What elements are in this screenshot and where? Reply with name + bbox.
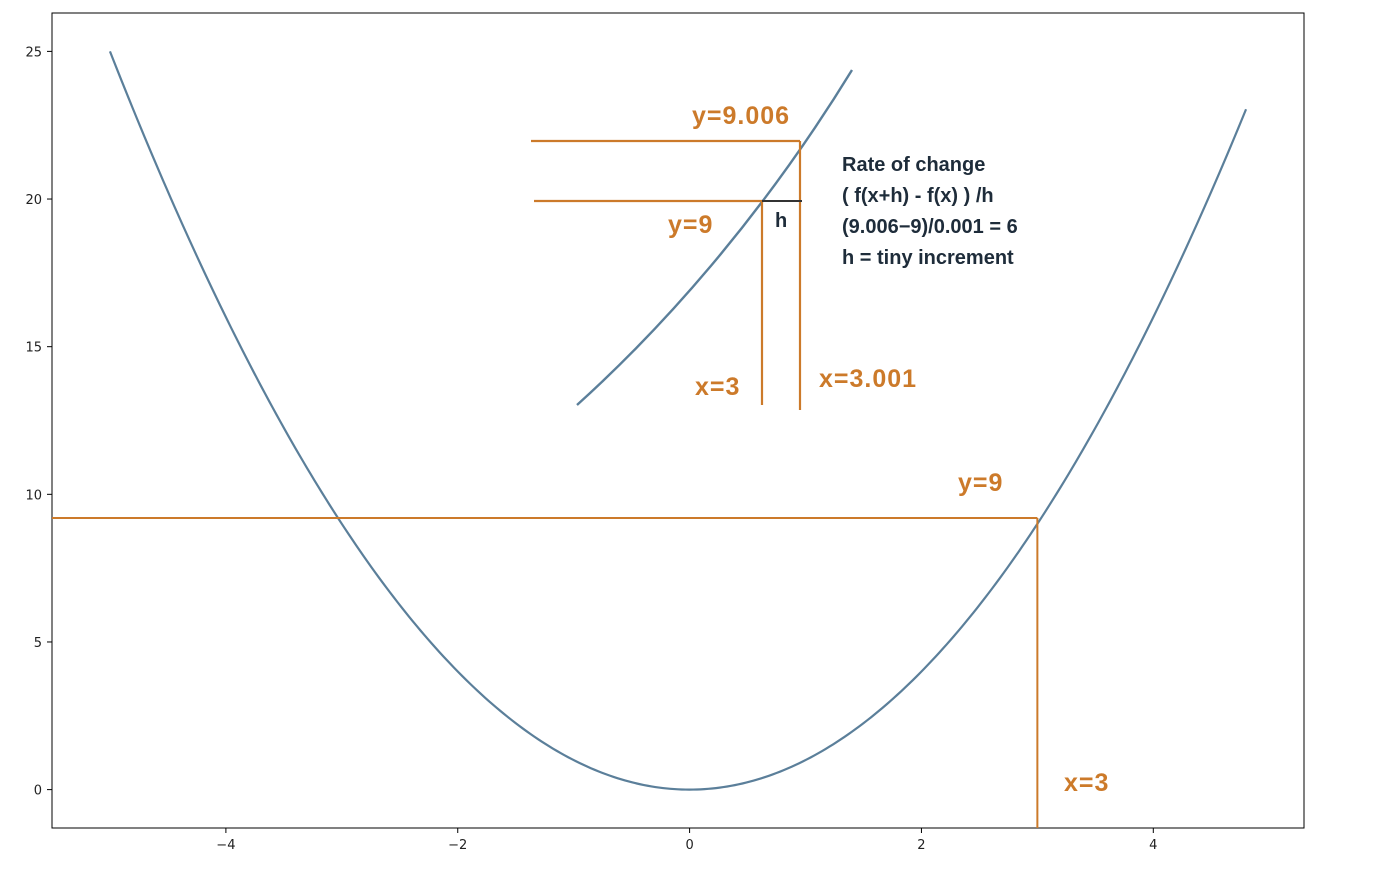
parabola-curve (108, 50, 1248, 791)
label-y9006: y=9.006 (692, 102, 790, 130)
label-main-y9: y=9 (958, 469, 1003, 497)
label-x3001: x=3.001 (819, 365, 917, 393)
y-tick-label: 5 (34, 636, 42, 651)
zoomed-curve (576, 69, 854, 406)
x-tick-label: −2 (448, 838, 467, 853)
rate-line-definition: h = tiny increment (842, 247, 1014, 269)
x-tick-label: 2 (917, 838, 925, 853)
rate-line-formula: ( f(x+h) - f(x) ) /h (842, 185, 994, 207)
label-h: h (775, 210, 787, 232)
rate-of-change-note: Rate of change ( f(x+h) - f(x) ) /h (9.0… (842, 154, 1018, 269)
x-tick-label: 4 (1149, 838, 1157, 853)
label-zoom-y9: y=9 (668, 211, 713, 239)
y-tick-label: 25 (25, 45, 42, 60)
x-tick-label: 0 (685, 838, 693, 853)
label-main-x3: x=3 (1064, 769, 1109, 797)
y-tick-label: 10 (25, 488, 42, 503)
y-tick-label: 0 (34, 784, 42, 799)
y-axis-ticks: 0 5 10 15 20 25 (25, 45, 52, 799)
rate-line-title: Rate of change (842, 154, 985, 176)
y-tick-label: 15 (25, 341, 42, 356)
label-zoom-x3: x=3 (695, 373, 740, 401)
zoom-inset: y=9.006 y=9 x=3 x=3.001 h (531, 69, 917, 410)
x-tick-label: −4 (216, 838, 235, 853)
plot-frame (51, 12, 1305, 829)
x-axis-ticks: −4 −2 0 2 4 (216, 828, 1157, 853)
y-tick-label: 20 (25, 193, 42, 208)
rate-line-computation: (9.006−9)/0.001 = 6 (842, 216, 1018, 238)
